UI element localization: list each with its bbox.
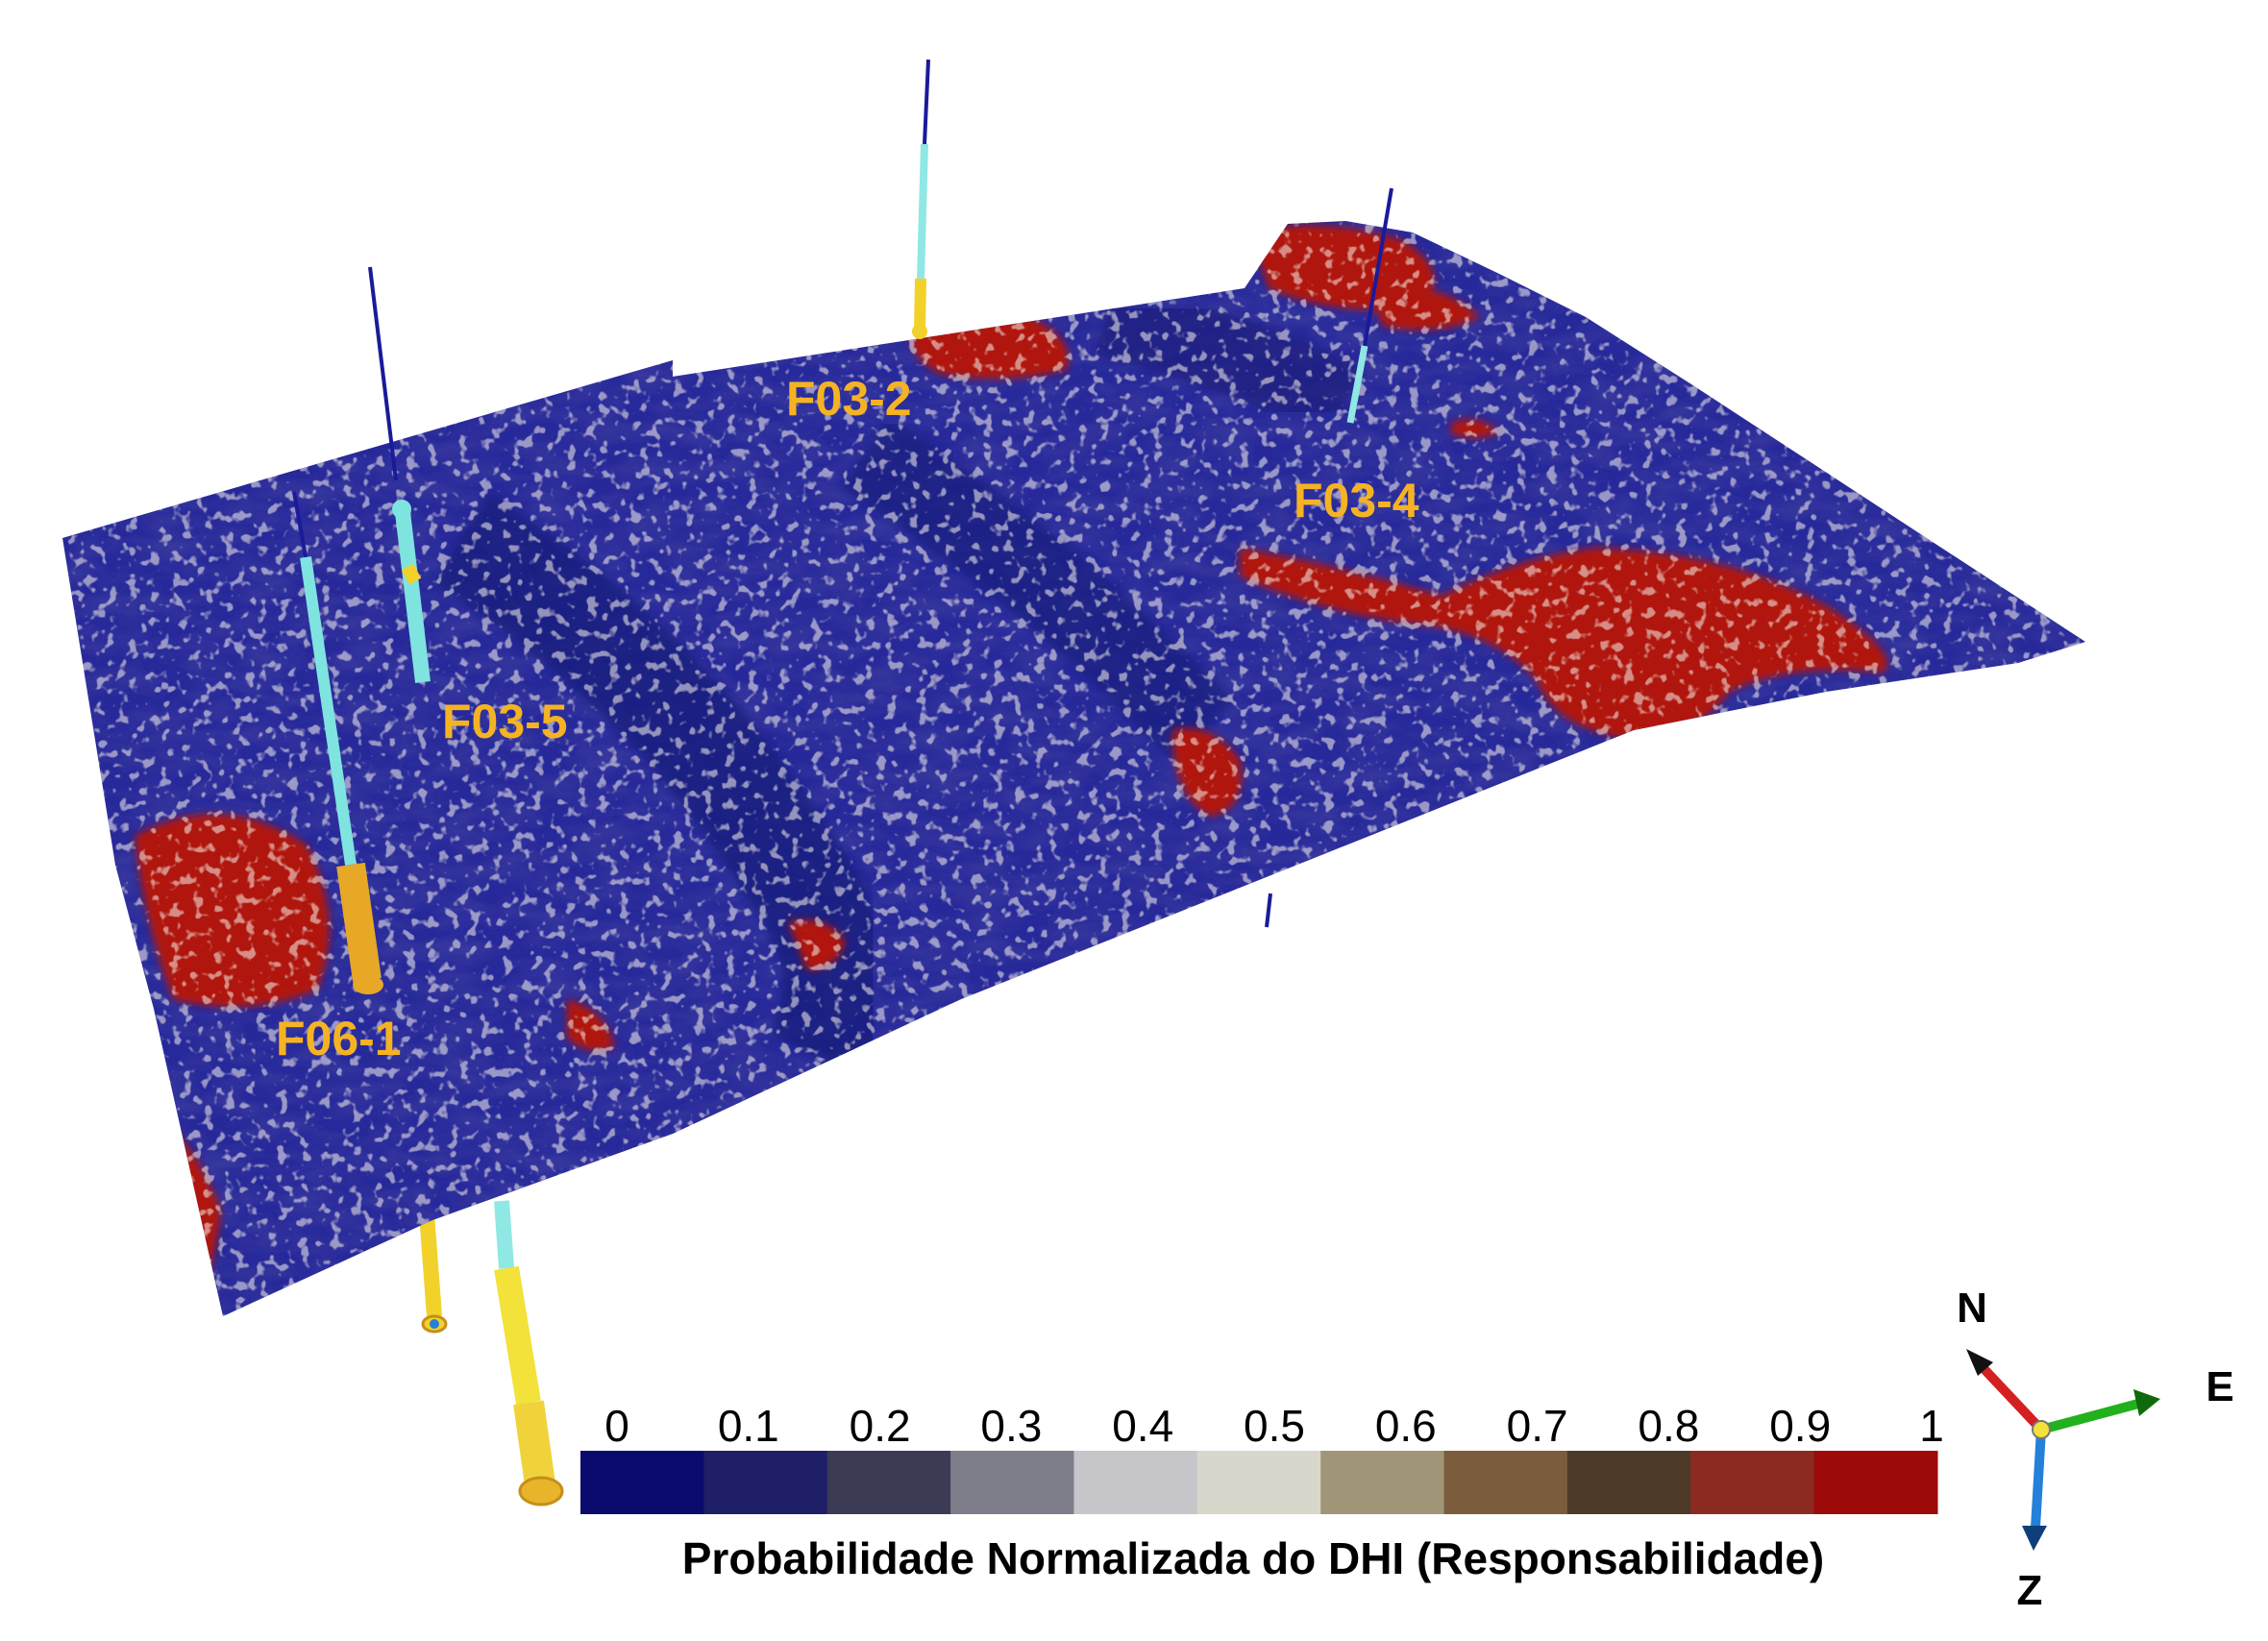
- well-f03-5: [368, 266, 431, 683]
- well-labels: F03-2 F03-4 F03-5 F06-1: [276, 372, 1419, 1065]
- colorbar-tick-label: 1: [1919, 1401, 1944, 1451]
- wells: [292, 59, 1393, 994]
- colorbar-tick-label: 0.6: [1375, 1401, 1437, 1451]
- colorbar-ticks: 0 0.1 0.2 0.3 0.4 0.5 0.6 0.7 0.8 0.9 1: [604, 1401, 1944, 1451]
- colorbar-swatch: [950, 1451, 1074, 1514]
- well-label-f03-2: F03-2: [786, 372, 912, 426]
- colorbar-swatch: [1813, 1451, 1938, 1514]
- colorbar-swatch: [580, 1451, 704, 1514]
- colorbar-swatch: [1566, 1451, 1691, 1514]
- colorbar-tick-label: 0.2: [850, 1401, 911, 1451]
- well-label-f03-5: F03-5: [442, 695, 568, 748]
- north-label: N: [1957, 1285, 1987, 1332]
- north-arrow: [1976, 1360, 2045, 1433]
- colorbar-swatches: [580, 1451, 1938, 1514]
- colorbar-legend: 0 0.1 0.2 0.3 0.4 0.5 0.6 0.7 0.8 0.9 1 Probabilid…: [580, 1401, 1944, 1583]
- down-arrowhead: [2022, 1526, 2047, 1551]
- well-f03-5-lower: [494, 1200, 564, 1506]
- well-f03-2: [912, 59, 930, 339]
- orientation-compass: N E Z: [1957, 1285, 2234, 1614]
- well-label-f06-1: F06-1: [276, 1012, 402, 1065]
- colorbar-tick-label: 0.4: [1112, 1401, 1173, 1451]
- colorbar-swatch: [826, 1451, 951, 1514]
- colorbar-swatch: [1073, 1451, 1198, 1514]
- colorbar-tick-label: 0.9: [1769, 1401, 1831, 1451]
- colorbar-swatch: [1196, 1451, 1321, 1514]
- colorbar-swatch: [1320, 1451, 1445, 1514]
- well-label-f03-4: F03-4: [1294, 474, 1419, 527]
- colorbar-title: Probabilidade Normalizada do DHI (Respon…: [682, 1533, 1825, 1583]
- east-arrow: [2039, 1399, 2140, 1434]
- colorbar-tick-label: 0.8: [1638, 1401, 1699, 1451]
- colorbar-swatch: [703, 1451, 828, 1514]
- colorbar-swatch: [1690, 1451, 1815, 1514]
- colorbar-tick-label: 0.7: [1507, 1401, 1568, 1451]
- east-arrowhead: [2133, 1389, 2160, 1416]
- down-label: Z: [2017, 1567, 2043, 1614]
- compass-origin: [2032, 1420, 2051, 1439]
- colorbar-tick-label: 0.3: [980, 1401, 1042, 1451]
- well-lower-segments: [418, 1200, 564, 1506]
- down-arrow: [2031, 1429, 2046, 1529]
- well-f03-4: [1265, 187, 1393, 928]
- east-label: E: [2206, 1363, 2233, 1410]
- colorbar-swatch: [1443, 1451, 1568, 1514]
- colorbar-tick-label: 0.1: [718, 1401, 779, 1451]
- well-f06-1: [292, 491, 383, 994]
- north-arrowhead: [1966, 1349, 1993, 1376]
- colorbar-tick-label: 0.5: [1244, 1401, 1305, 1451]
- colorbar-tick-label: 0: [604, 1401, 629, 1451]
